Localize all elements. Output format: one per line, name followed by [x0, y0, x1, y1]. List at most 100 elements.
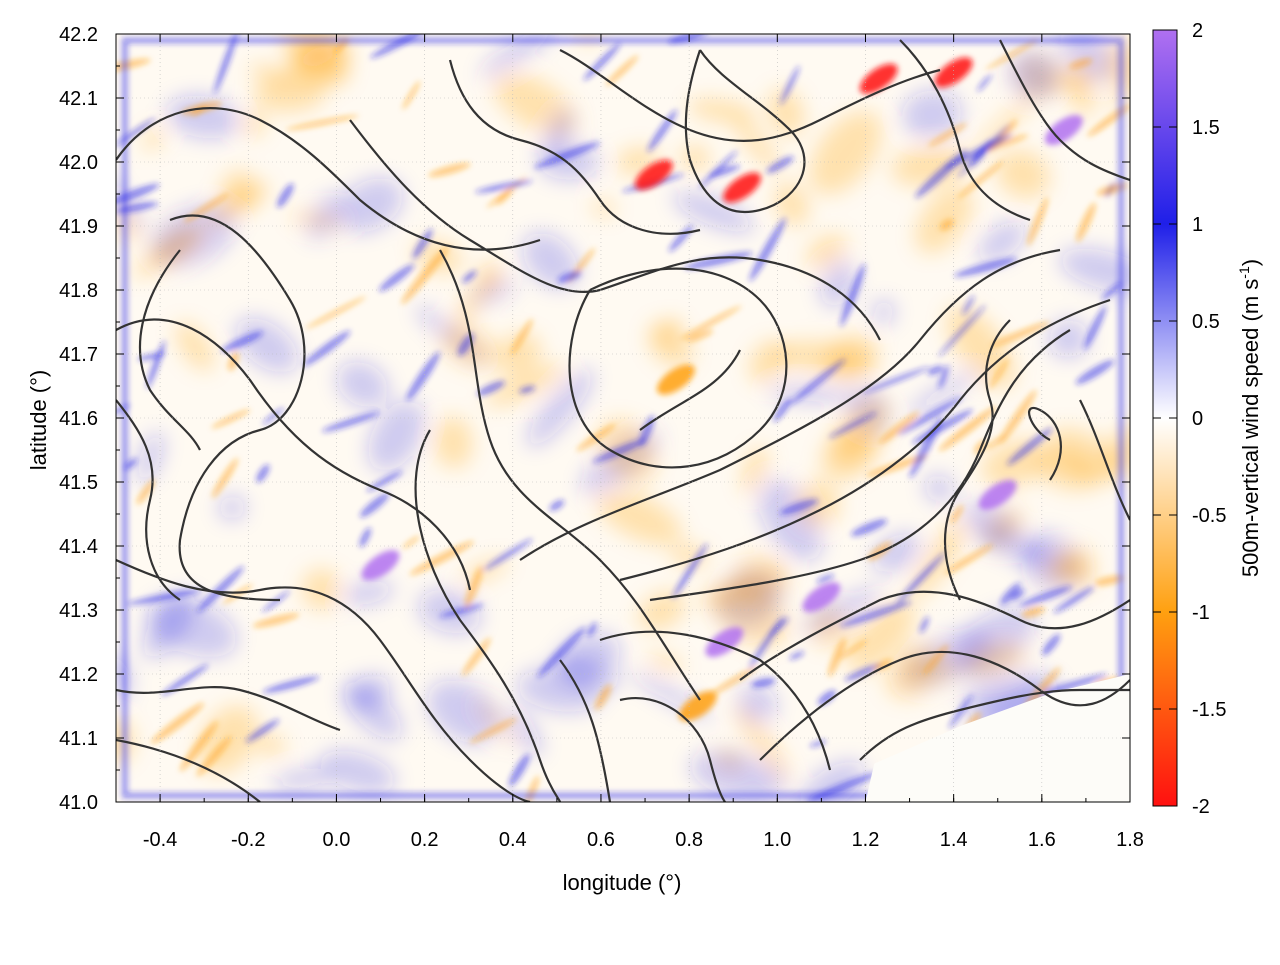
- field-streak: [477, 381, 505, 396]
- x-tick-label: 0.4: [499, 829, 527, 851]
- field-streak: [262, 590, 290, 613]
- field-streak: [379, 264, 415, 292]
- field-blob: [872, 299, 895, 325]
- field-blob: [891, 144, 969, 187]
- field-streak: [256, 464, 270, 483]
- field-streak: [285, 115, 359, 131]
- terrain-contour-line: [1079, 399, 1130, 521]
- field-streak: [844, 663, 882, 682]
- field-blob: [767, 384, 852, 403]
- field-blob: [480, 261, 502, 291]
- field-streak: [1069, 58, 1093, 69]
- terrain-contour-line: [349, 119, 881, 341]
- field-streak: [698, 150, 738, 189]
- field-streak: [439, 604, 484, 618]
- field-blob: [647, 321, 693, 368]
- x-tick-label: 1.0: [763, 829, 791, 851]
- y-axis-label: latitude (°): [26, 370, 51, 471]
- terrain-contour-line: [519, 248, 1061, 561]
- field-streak: [866, 454, 928, 477]
- field-blob: [774, 182, 809, 226]
- terrain-contour-line: [649, 329, 1071, 602]
- field-blob: [673, 191, 754, 233]
- field-streak: [576, 424, 616, 452]
- field-blob: [981, 439, 1050, 488]
- colorbar-tick-label: 0: [1192, 408, 1203, 430]
- field-streak: [1075, 359, 1115, 385]
- x-tick-label: -0.4: [143, 829, 177, 851]
- field-streak: [557, 270, 582, 283]
- x-tick-label: 1.4: [940, 829, 968, 851]
- terrain-contour-line: [138, 249, 201, 451]
- field-streak: [944, 133, 1013, 169]
- field-streak: [222, 584, 253, 604]
- y-tick-label: 41.6: [59, 408, 98, 430]
- field-streak: [919, 616, 929, 633]
- field-blob: [368, 401, 425, 471]
- field-streak: [769, 617, 789, 636]
- field-streak: [252, 613, 300, 628]
- field-blob: [1104, 423, 1130, 477]
- field-streak: [948, 694, 973, 729]
- field-streak: [977, 73, 992, 92]
- field-streak: [751, 678, 776, 688]
- field-blob: [485, 364, 566, 407]
- colorbar-tick-label: -1: [1192, 602, 1210, 624]
- field-blob: [1043, 546, 1092, 584]
- y-tick-label: 42.0: [59, 152, 98, 174]
- field-blob: [738, 684, 777, 724]
- field-streak: [828, 412, 878, 438]
- field-streak: [508, 754, 530, 787]
- field-streak: [519, 385, 536, 394]
- terrain-contour-line: [116, 399, 181, 601]
- field-streak: [262, 407, 285, 425]
- terrain-contour-line: [619, 697, 726, 802]
- field-streak: [938, 304, 986, 357]
- colorbar-tick-label: -1.5: [1192, 699, 1226, 721]
- terrain-contour-line: [999, 39, 1130, 182]
- field-blob: [143, 125, 164, 152]
- terrain-contour-line: [639, 349, 741, 431]
- terrain-contour-line: [619, 298, 1111, 582]
- field-blob: [1101, 39, 1130, 87]
- field-streak: [962, 295, 975, 316]
- field-streak: [606, 55, 639, 86]
- terrain-contour-line: [448, 59, 701, 235]
- field-streak: [766, 156, 794, 174]
- field-blob: [758, 479, 823, 561]
- field-blob: [767, 88, 805, 137]
- field-streak: [482, 538, 533, 571]
- field-streak: [840, 263, 866, 327]
- field-streak: [196, 736, 232, 777]
- field-blob: [433, 416, 473, 469]
- field-blob: [1046, 427, 1123, 482]
- field-streak: [817, 690, 836, 706]
- field-blob: [550, 656, 620, 691]
- field-streak: [366, 470, 403, 492]
- downdraft-feature: [634, 159, 673, 190]
- colorbar-tick-label: -0.5: [1192, 505, 1226, 527]
- field-streak: [897, 397, 963, 435]
- field-blob: [272, 767, 337, 789]
- field-streak: [873, 658, 892, 671]
- field-streak: [179, 720, 218, 772]
- field-blob: [542, 109, 573, 158]
- field-blob: [342, 580, 394, 605]
- terrain-contour-line: [414, 429, 562, 802]
- field-blob: [773, 340, 872, 375]
- y-tick-label: 41.3: [59, 600, 98, 622]
- field-blob: [235, 317, 299, 373]
- y-tick-label: 41.1: [59, 728, 98, 750]
- field-blob: [147, 597, 237, 658]
- x-tick-label: 0.6: [587, 829, 615, 851]
- field-streak: [462, 270, 477, 283]
- field-blob: [961, 641, 1026, 677]
- field-streak: [587, 622, 597, 637]
- field-blob: [337, 361, 388, 408]
- field-streak: [221, 331, 264, 352]
- field-blob: [596, 488, 682, 546]
- field-streak: [592, 438, 647, 463]
- field-blob: [1034, 450, 1101, 491]
- field-streak: [406, 351, 440, 401]
- colorbar-label-sup: -1: [1236, 266, 1252, 279]
